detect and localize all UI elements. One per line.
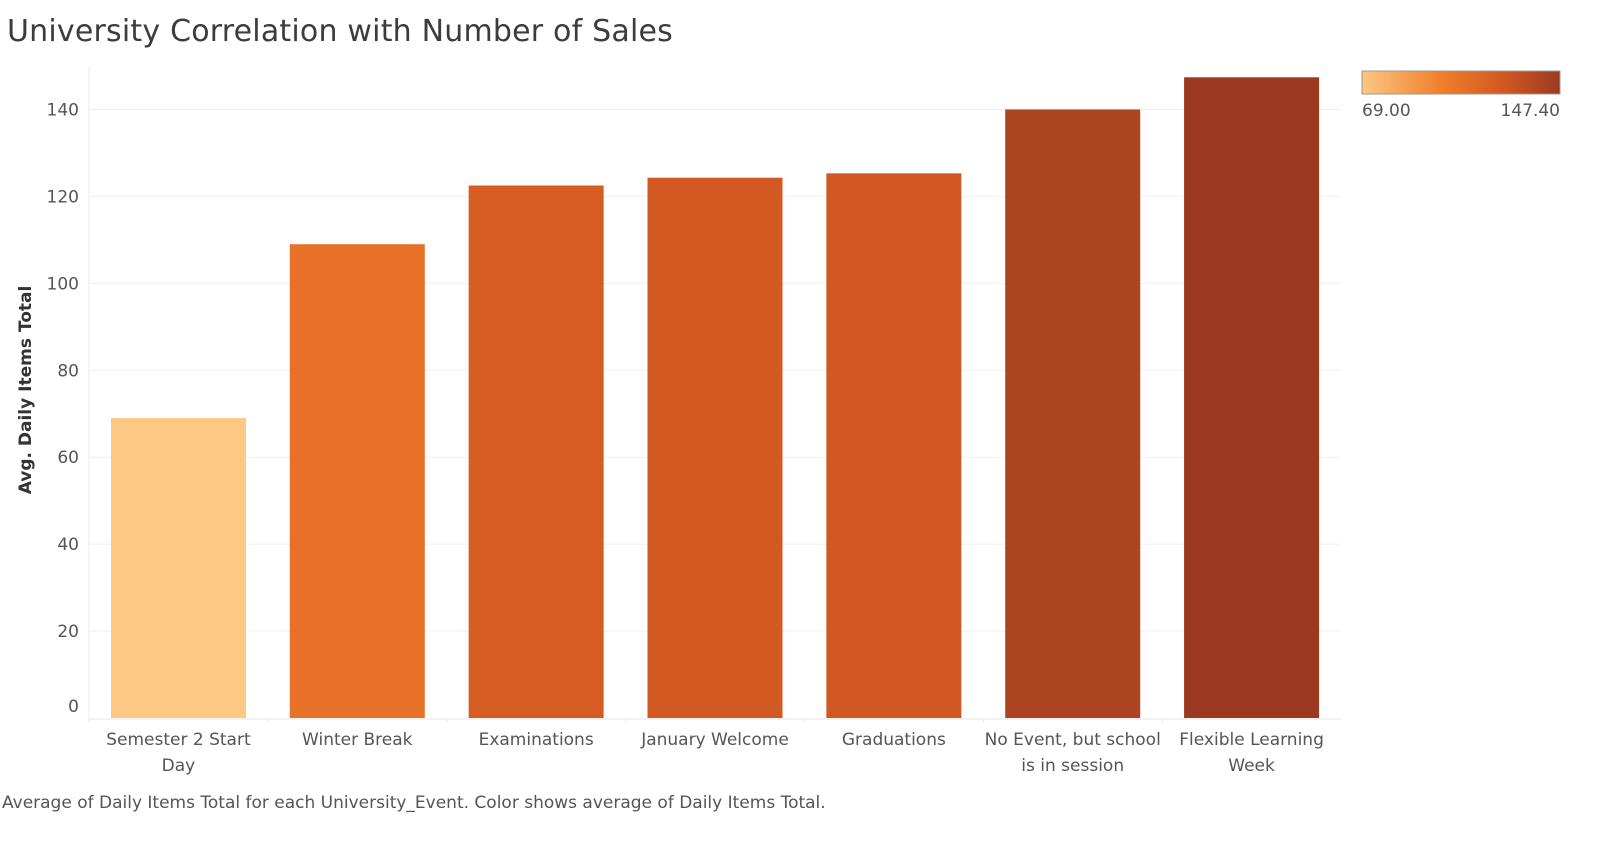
chart-caption: Average of Daily Items Total for each Un…: [2, 793, 826, 813]
x-tick-label: Week: [1228, 756, 1275, 776]
y-tick-label: 100: [47, 274, 79, 294]
y-tick-label: 20: [57, 622, 79, 642]
x-tick-label: Winter Break: [302, 730, 413, 750]
bar: [1005, 109, 1141, 718]
y-tick-label: 40: [57, 535, 79, 555]
y-axis-label: Avg. Daily Items Total: [16, 286, 36, 495]
color-legend: 69.00 147.40: [1361, 70, 1561, 121]
x-tick-label: Flexible Learning: [1179, 730, 1324, 750]
bar: [826, 173, 962, 718]
bars: [110, 77, 1320, 719]
x-tick-label: Examinations: [479, 730, 594, 750]
chart-title: University Correlation with Number of Sa…: [7, 14, 673, 49]
bar: [647, 177, 783, 718]
axes: 0 20 40 60 80 100 120 140 Semester 2 Start Day Win…: [47, 66, 1341, 776]
color-legend-gradient: [1361, 70, 1561, 95]
y-tick-label: 120: [47, 187, 79, 207]
color-legend-min-label: 69.00: [1362, 101, 1411, 121]
y-tick-label: 80: [57, 361, 79, 381]
y-tick-label: 140: [47, 100, 79, 120]
y-tick-label: 0: [68, 697, 79, 717]
x-tick-label: Semester 2 Start: [106, 730, 251, 750]
x-tick-label: Day: [162, 756, 196, 776]
color-legend-max-label: 147.40: [1501, 101, 1560, 121]
bar: [1184, 77, 1320, 718]
x-tick-label: is in session: [1021, 756, 1124, 776]
x-tick-label: Graduations: [842, 730, 946, 750]
x-tick-label: No Event, but school: [985, 730, 1161, 750]
x-tick-label: January Welcome: [640, 730, 789, 750]
bar: [110, 418, 246, 718]
y-tick-label: 60: [57, 448, 79, 468]
bar: [468, 185, 604, 719]
bar: [289, 244, 425, 719]
